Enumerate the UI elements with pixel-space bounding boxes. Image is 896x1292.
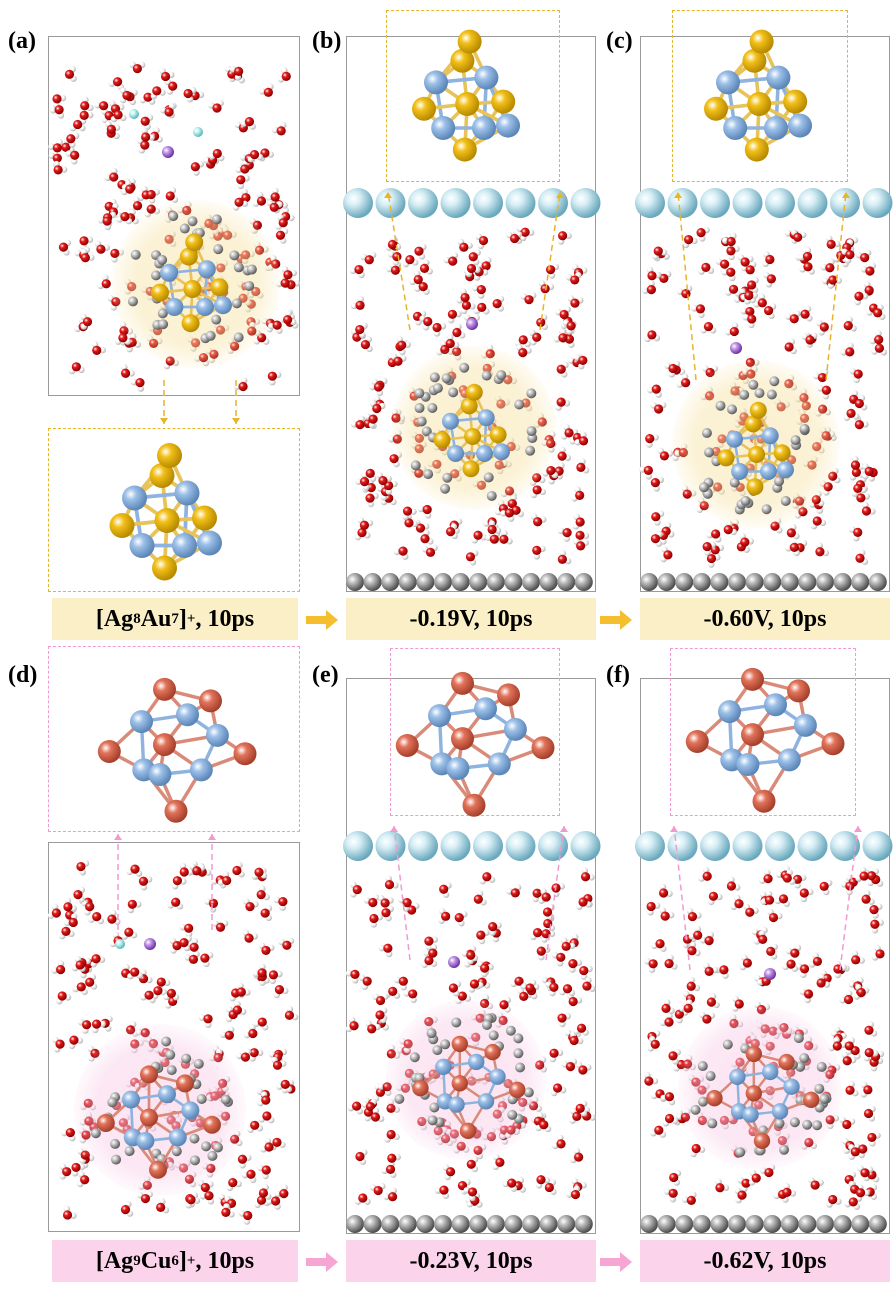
caption-e: -0.23V, 10ps: [346, 1240, 596, 1282]
arrow-right-icon: [600, 610, 632, 630]
arrow-right-icon: [306, 610, 338, 630]
panel-label-b: (b): [312, 28, 342, 54]
zoom-box-b: [386, 10, 560, 182]
panel-label-c: (c): [606, 28, 633, 54]
arrow-right-icon: [600, 1252, 632, 1272]
panel-label-f: (f): [606, 662, 630, 688]
caption-c: -0.60V, 10ps: [640, 598, 890, 640]
caption-f: -0.62V, 10ps: [640, 1240, 890, 1282]
zoom-box-a: [48, 428, 300, 592]
panel-label-d: (d): [8, 662, 38, 688]
panel-label-a: (a): [8, 28, 36, 54]
caption-d: [Ag 9 Cu 6] +, 10ps: [52, 1240, 298, 1282]
zoom-box-d: [48, 646, 300, 832]
zoom-box-c: [672, 10, 848, 182]
caption-b: -0.19V, 10ps: [346, 598, 596, 640]
caption-a: [Ag 8 Au 7] +, 10ps: [52, 598, 298, 640]
zoom-box-f: [670, 648, 856, 816]
arrow-right-icon: [306, 1252, 338, 1272]
panel-label-e: (e): [312, 662, 339, 688]
